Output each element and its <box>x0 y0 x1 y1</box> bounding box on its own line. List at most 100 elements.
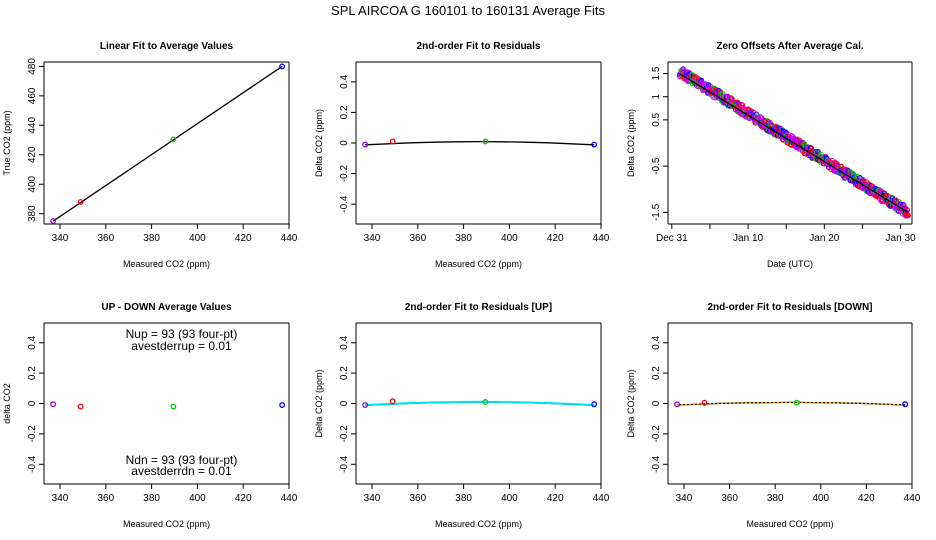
y-tick-label: 0.2 <box>339 105 350 119</box>
x-tick-label: 340 <box>52 493 69 504</box>
data-point <box>801 141 808 147</box>
x-tick-label: 400 <box>189 233 206 244</box>
x-tick-label: 420 <box>858 493 875 504</box>
panel-title: Zero Offsets After Average Cal. <box>716 41 863 52</box>
data-point <box>362 402 369 408</box>
y-tick-label: -0.4 <box>339 455 350 473</box>
data-point <box>50 218 57 225</box>
x-tick-label: 440 <box>904 493 921 504</box>
y-tick-label: 0 <box>339 140 350 146</box>
y-axis-label: Delta CO2 (ppm) <box>314 369 324 437</box>
x-tick-label: 440 <box>593 493 610 504</box>
y-tick-label: -0.2 <box>651 425 662 443</box>
x-tick-label: 420 <box>235 233 252 244</box>
x-tick-label: 360 <box>409 233 426 244</box>
data-point <box>591 141 598 148</box>
y-tick-label: 0.2 <box>651 366 662 380</box>
figure-title: SPL AIRCOA G 160101 to 160131 Average Fi… <box>331 3 605 18</box>
y-tick-label: 0.2 <box>27 366 38 380</box>
x-tick-label: 360 <box>97 233 114 244</box>
x-tick-label: 440 <box>593 233 610 244</box>
data-point <box>805 144 811 150</box>
y-tick-label: -0.2 <box>27 425 38 443</box>
data-point <box>482 138 489 145</box>
annotation-text: avestderrdn = 0.01 <box>131 464 232 478</box>
x-tick-label: 440 <box>281 493 298 504</box>
x-tick-label: 420 <box>547 233 564 244</box>
y-tick-label: -0.5 <box>651 157 662 175</box>
annotation-text: avestderrup = 0.01 <box>131 339 232 353</box>
y-tick-label: 1.5 <box>651 66 662 80</box>
x-tick-label: 380 <box>455 233 472 244</box>
y-tick-label: 460 <box>27 87 38 104</box>
y-tick-label: 420 <box>27 146 38 163</box>
x-tick-label: 380 <box>767 493 784 504</box>
x-axis-label: Measured CO2 (ppm) <box>435 519 522 529</box>
panel-p1: Linear Fit to Average Values 340 360 380 400… <box>2 41 298 269</box>
y-tick-label: 0 <box>651 400 662 406</box>
x-tick-label: 360 <box>97 493 114 504</box>
panel-title: Linear Fit to Average Values <box>100 41 234 52</box>
data-point <box>279 402 286 408</box>
x-axis-label: Measured CO2 (ppm) <box>123 519 210 529</box>
data-point <box>77 403 84 410</box>
y-tick-label: 440 <box>27 117 38 134</box>
x-tick-label: 400 <box>501 233 518 244</box>
x-tick-label: 400 <box>501 493 518 504</box>
y-tick-label: -1.5 <box>651 203 662 221</box>
data-point <box>389 138 396 145</box>
data-point <box>900 201 906 208</box>
fit-line <box>365 140 595 146</box>
panel-p3: Zero Offsets After Average Cal. Dec 31 Jan… <box>626 41 916 269</box>
y-tick-label: 0.5 <box>651 112 662 126</box>
data-point <box>77 198 84 205</box>
data-point <box>482 399 489 405</box>
panel-title: 2nd-order Fit to Residuals [DOWN] <box>708 302 873 313</box>
y-tick-label: -0.4 <box>27 455 38 473</box>
x-axis-label: Measured CO2 (ppm) <box>123 259 210 269</box>
data-point <box>279 63 286 70</box>
y-tick-label: 380 <box>27 205 38 222</box>
y-axis-label: Delta CO2 (ppm) <box>314 109 324 177</box>
x-tick-label: 420 <box>235 493 252 504</box>
x-tick-label: 380 <box>143 493 160 504</box>
data-point <box>170 403 177 410</box>
y-tick-label: -0.4 <box>651 455 662 473</box>
x-tick-label: 340 <box>52 233 69 244</box>
x-tick-label: 380 <box>143 233 160 244</box>
panel-title: 2nd-order Fit to Residuals [UP] <box>405 302 552 313</box>
x-tick-label: Jan 20 <box>809 233 839 244</box>
y-tick-label: 0 <box>339 400 350 406</box>
data-point <box>834 161 840 167</box>
y-axis-label: Delta CO2 (ppm) <box>626 109 636 177</box>
x-tick-label: 340 <box>364 233 381 244</box>
x-axis-label: Date (UTC) <box>767 259 813 269</box>
x-tick-label: 380 <box>455 493 472 504</box>
data-point <box>902 401 909 408</box>
data-point <box>591 401 598 408</box>
annotation-text: Ndn = 93 (93 four-pt) <box>126 453 238 467</box>
y-tick-label: 0.4 <box>27 335 38 349</box>
data-point <box>362 141 369 148</box>
x-axis-label: Measured CO2 (ppm) <box>746 519 833 529</box>
data-point <box>905 212 911 219</box>
x-tick-label: Jan 30 <box>886 233 916 244</box>
x-tick-label: 360 <box>409 493 426 504</box>
fit-line <box>52 65 283 222</box>
x-tick-label: 360 <box>721 493 738 504</box>
panel-p6: 2nd-order Fit to Residuals [DOWN] 340 360 3… <box>626 302 921 529</box>
panel-p5: 2nd-order Fit to Residuals [UP] 340 360 380… <box>314 302 610 529</box>
y-tick-label: 1 <box>651 93 662 99</box>
x-tick-label: Jan 10 <box>733 233 763 244</box>
panel-title: UP - DOWN Average Values <box>101 302 232 313</box>
y-axis-label: Delta CO2 (ppm) <box>626 369 636 437</box>
panel-title: 2nd-order Fit to Residuals <box>417 41 541 52</box>
data-point <box>674 401 681 408</box>
y-tick-label: 0.4 <box>651 335 662 349</box>
data-point <box>793 399 800 406</box>
panel-p4: UP - DOWN Average Values 340 360 380 400 420 4… <box>2 302 298 529</box>
y-tick-label: 0 <box>27 400 38 406</box>
x-tick-label: Dec 31 <box>656 233 688 244</box>
data-point <box>808 145 815 151</box>
